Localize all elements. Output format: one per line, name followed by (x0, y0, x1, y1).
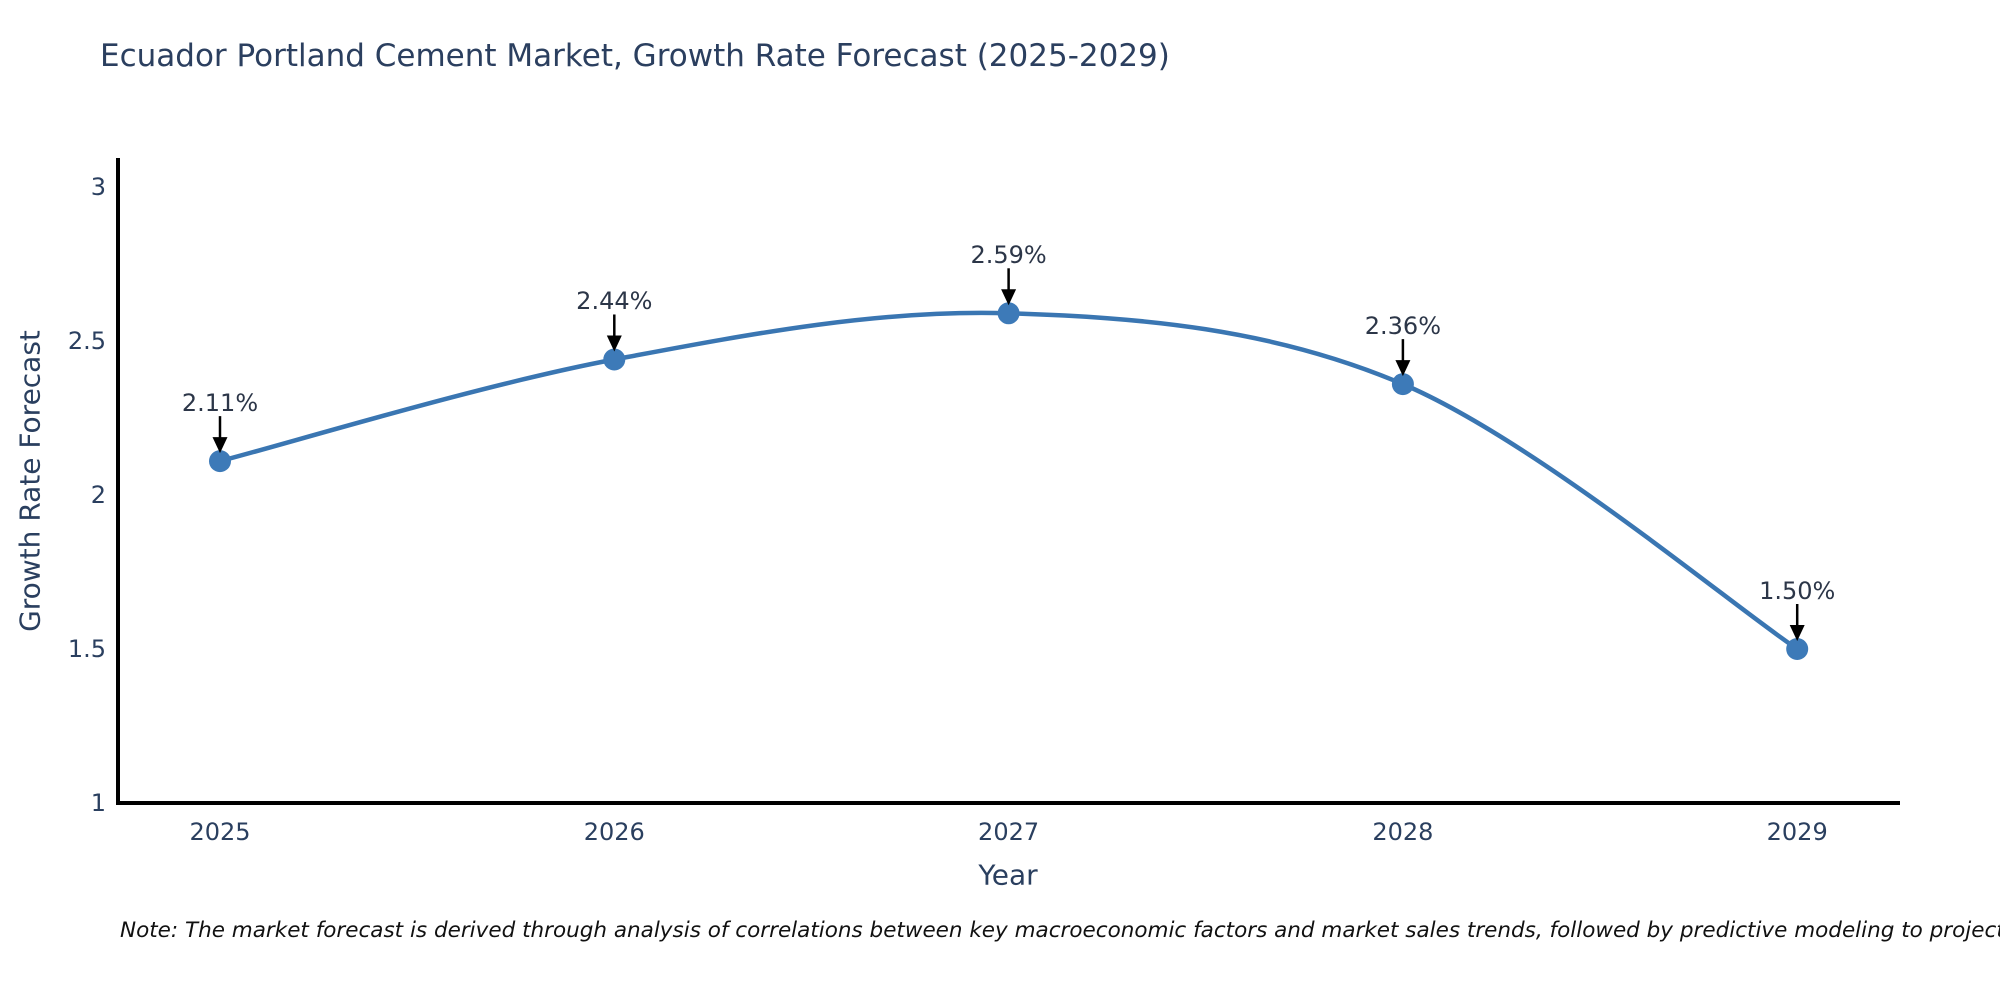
point-annotation: 2.44% (576, 287, 653, 316)
y-tick-label: 2 (90, 481, 106, 509)
footnote: Note: The market forecast is derived thr… (120, 918, 2000, 943)
x-tick-label: 2025 (189, 818, 251, 846)
x-tick-label: 2028 (1372, 818, 1434, 846)
data-point-marker (1786, 638, 1809, 660)
annotation-arrowhead (1395, 360, 1411, 377)
point-annotation: 2.59% (970, 241, 1047, 270)
data-point-marker (997, 302, 1020, 325)
chart-title: Ecuador Portland Cement Market, Growth R… (100, 38, 1170, 74)
x-axis-title: Year (978, 858, 1038, 892)
x-tick-label: 2026 (583, 818, 645, 846)
trend-line (217, 310, 1800, 652)
annotation-arrowhead (1001, 289, 1017, 306)
data-point-marker (603, 348, 626, 371)
y-tick-label: 3 (90, 173, 106, 201)
y-tick-label: 1 (90, 789, 106, 817)
annotation-arrowhead (1789, 625, 1805, 641)
point-annotation: 1.50% (1759, 577, 1836, 605)
annotation-arrowhead (212, 437, 228, 454)
y-axis-title: Growth Rate Forecast (13, 330, 47, 632)
y-tick-label: 1.5 (67, 635, 106, 663)
x-tick-label: 2027 (978, 818, 1040, 846)
data-point-marker (209, 450, 231, 473)
annotation-arrowhead (606, 335, 622, 352)
y-tick-label: 2.5 (67, 327, 106, 355)
data-point-marker (1391, 373, 1414, 396)
x-tick-label: 2029 (1766, 818, 1828, 846)
point-annotation: 2.36% (1364, 312, 1442, 341)
point-annotation: 2.11% (181, 389, 259, 418)
